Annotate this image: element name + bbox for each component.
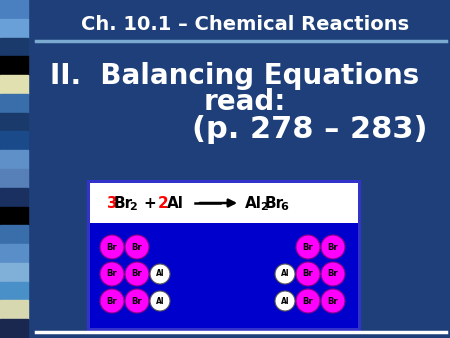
Text: 6: 6 xyxy=(280,202,288,212)
Bar xyxy=(0,131,28,150)
Text: Al: Al xyxy=(281,296,289,306)
Bar xyxy=(0,244,28,263)
Circle shape xyxy=(275,264,295,284)
Bar xyxy=(0,75,28,94)
Bar xyxy=(0,113,28,131)
Circle shape xyxy=(125,289,149,313)
Text: Al: Al xyxy=(156,296,164,306)
Bar xyxy=(0,169,28,188)
Text: 3: 3 xyxy=(107,195,117,211)
Bar xyxy=(0,150,28,169)
Bar xyxy=(0,0,28,19)
Circle shape xyxy=(150,291,170,311)
Bar xyxy=(0,207,28,225)
Text: Br: Br xyxy=(107,269,117,279)
Bar xyxy=(0,263,28,282)
Circle shape xyxy=(275,291,295,311)
Text: Al: Al xyxy=(166,195,184,211)
Bar xyxy=(0,300,28,319)
Text: 2: 2 xyxy=(260,202,268,212)
Circle shape xyxy=(150,264,170,284)
Text: (p. 278 – 283): (p. 278 – 283) xyxy=(192,116,428,145)
Text: 2: 2 xyxy=(158,195,168,211)
Bar xyxy=(87,180,361,331)
Bar xyxy=(90,183,358,223)
Bar xyxy=(0,94,28,113)
Circle shape xyxy=(296,262,320,286)
Circle shape xyxy=(125,262,149,286)
Text: +: + xyxy=(144,195,157,211)
Circle shape xyxy=(125,235,149,259)
Bar xyxy=(0,282,28,300)
Bar xyxy=(0,188,28,207)
Circle shape xyxy=(100,289,124,313)
Text: Ch. 10.1 – Chemical Reactions: Ch. 10.1 – Chemical Reactions xyxy=(81,15,409,33)
Text: Br: Br xyxy=(107,296,117,306)
Circle shape xyxy=(100,235,124,259)
Text: Br: Br xyxy=(328,242,338,251)
Text: Br: Br xyxy=(328,296,338,306)
Bar xyxy=(0,38,28,56)
Bar xyxy=(0,19,28,38)
Text: Br: Br xyxy=(328,269,338,279)
Text: Br: Br xyxy=(265,195,284,211)
Text: Br: Br xyxy=(132,296,142,306)
Text: Br: Br xyxy=(107,242,117,251)
Circle shape xyxy=(321,289,345,313)
Bar xyxy=(90,223,358,328)
Bar xyxy=(0,56,28,75)
Text: Al: Al xyxy=(244,195,261,211)
Text: Br: Br xyxy=(132,242,142,251)
Text: Al: Al xyxy=(156,269,164,279)
Text: Al: Al xyxy=(281,269,289,279)
Circle shape xyxy=(321,262,345,286)
Text: Br: Br xyxy=(113,195,133,211)
Bar xyxy=(0,225,28,244)
Text: 2: 2 xyxy=(129,202,137,212)
Text: Br: Br xyxy=(303,296,313,306)
Text: Br: Br xyxy=(303,269,313,279)
Text: Br: Br xyxy=(132,269,142,279)
Text: Br: Br xyxy=(303,242,313,251)
Circle shape xyxy=(296,289,320,313)
Text: II.  Balancing Equations: II. Balancing Equations xyxy=(50,62,419,90)
Circle shape xyxy=(100,262,124,286)
Text: read:: read: xyxy=(204,88,286,116)
Circle shape xyxy=(296,235,320,259)
Bar xyxy=(0,319,28,338)
Circle shape xyxy=(321,235,345,259)
